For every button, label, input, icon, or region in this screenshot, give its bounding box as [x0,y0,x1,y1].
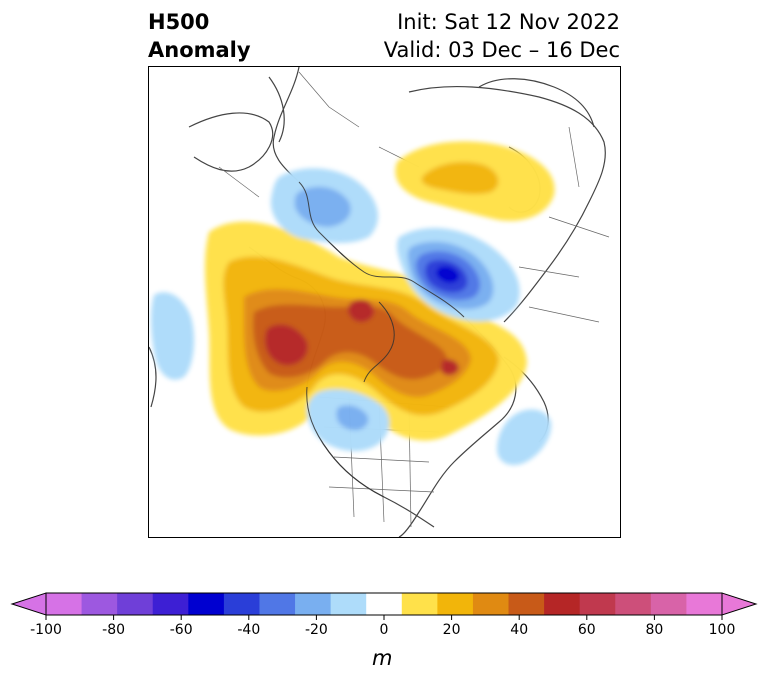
colorbar-extend-low [10,592,47,616]
colorbar-segment [650,593,687,615]
colorbar-tick-label: 20 [443,622,461,638]
colorbar-ticks: -100 -80 -60 -40 -20 0 20 40 60 80 100 [30,615,735,638]
colorbar-segment [401,593,438,615]
colorbar-tick-label: 40 [510,622,528,638]
colorbar-segment [188,593,225,615]
valid-range: Valid: 03 Dec – 16 Dec [383,38,620,62]
colorbar-tick-label: -60 [170,622,193,638]
colorbar-segment [295,593,332,615]
colorbar-tick-label: 0 [380,622,389,638]
anomaly-shading [151,141,555,466]
init-date: Init: Sat 12 Nov 2022 [397,10,620,34]
colorbar-segment [472,593,510,615]
forecast-dates: Init: Sat 12 Nov 2022 Valid: 03 Dec – 16… [384,8,620,64]
colorbar-segment [152,593,189,615]
colorbar-extend-high [721,592,758,616]
colorbar-segment [437,593,474,615]
colorbar-segment [259,593,296,615]
title-line-2: Anomaly [148,38,251,62]
colorbar-segment [508,593,545,615]
colorbar-segments [10,592,758,616]
anomaly-map [148,66,621,538]
colorbar-tick-label: 60 [578,622,596,638]
colorbar-segment [81,593,118,615]
colorbar-tick-label: -40 [237,622,260,638]
colorbar-tick-label: -80 [102,622,125,638]
colorbar-segment [117,593,154,615]
colorbar-segment [544,593,581,615]
colorbar-unit: m [372,646,393,670]
title-line-1: H500 [148,10,210,34]
colorbar-segment [223,593,260,615]
colorbar-segment [366,593,403,615]
colorbar-tick-label: -100 [30,622,62,638]
colorbar-tick-label: 80 [645,622,663,638]
coastlines-overlay [298,181,465,498]
colorbar-segment [330,593,367,615]
colorbar-tick-label: -20 [305,622,328,638]
colorbar-segment [579,593,616,615]
map-title: H500 Anomaly [148,8,251,64]
colorbar-tick-label: 100 [709,622,736,638]
colorbar-segment [686,593,723,615]
map-canvas [149,67,610,537]
colorbar: -100 -80 -60 -40 -20 0 20 40 60 80 100 [10,592,758,638]
colorbar-segment [615,593,652,615]
colorbar-segment [46,593,83,615]
